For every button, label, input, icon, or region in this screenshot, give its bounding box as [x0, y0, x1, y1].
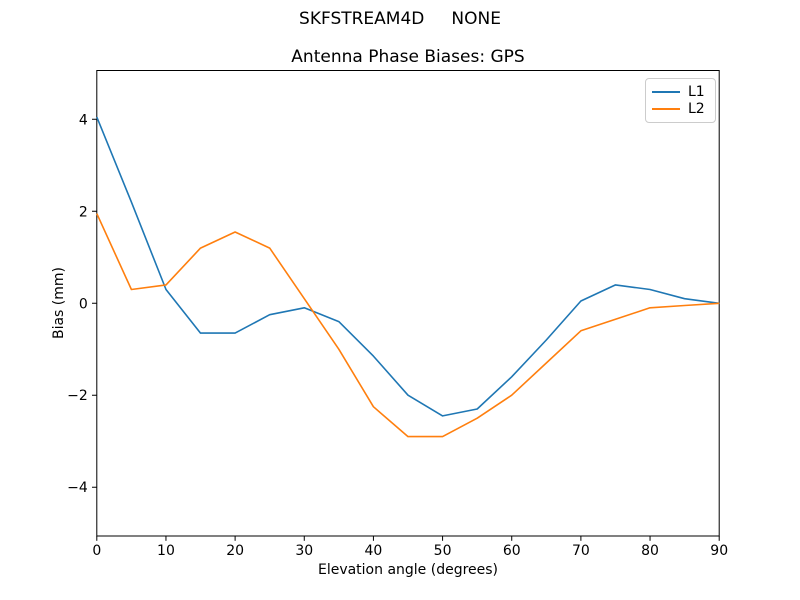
x-tick-label: 60 [503, 543, 521, 559]
y-tick-label: 2 [79, 204, 88, 220]
x-tick-label: 90 [710, 543, 728, 559]
series-line-l2 [96, 213, 720, 438]
x-tick-label: 10 [157, 543, 175, 559]
x-tick-label: 0 [92, 543, 101, 559]
series-line-l1 [96, 116, 720, 417]
legend-item-l2: L2 [652, 102, 715, 116]
x-tick-label: 80 [641, 543, 659, 559]
x-axis-label: Elevation angle (degrees) [317, 562, 499, 578]
legend-line-sample-l1 [652, 90, 680, 93]
y-axis-label: Bias (mm) [51, 266, 67, 340]
figure-suptitle: SKFSTREAM4D NONE [299, 9, 501, 29]
legend-label-l1: L1 [688, 83, 705, 100]
x-tick-label: 30 [295, 543, 313, 559]
y-tick-label: 0 [79, 296, 88, 312]
legend-line-sample-l2 [652, 108, 680, 111]
axes-frame [96, 70, 720, 537]
x-tick-label: 50 [434, 543, 452, 559]
legend: L1 L2 [645, 78, 716, 123]
legend-label-l2: L2 [688, 101, 705, 118]
legend-item-l1: L1 [652, 85, 715, 99]
y-tick-label: −4 [67, 480, 88, 496]
y-tick-label: −2 [67, 388, 88, 404]
x-tick-label: 40 [365, 543, 383, 559]
x-tick-label: 20 [226, 543, 244, 559]
y-tick-label: 4 [79, 112, 88, 128]
x-tick-label: 70 [572, 543, 590, 559]
chart-title: Antenna Phase Biases: GPS [291, 47, 525, 67]
